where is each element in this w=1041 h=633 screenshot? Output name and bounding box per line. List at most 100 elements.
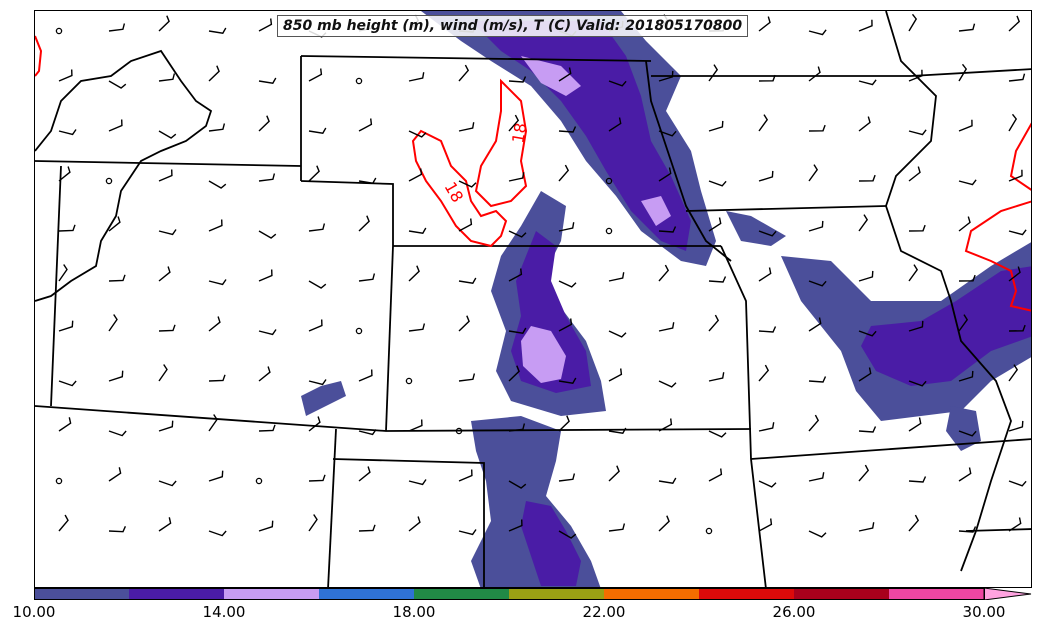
wind-barb xyxy=(908,129,927,136)
wind-barb xyxy=(658,322,675,332)
wind-barb xyxy=(808,376,827,383)
border-oklahoma-texas-panhandle xyxy=(327,428,337,587)
speed-region-band-east-ne xyxy=(726,211,786,246)
wind-barb xyxy=(458,469,473,482)
colorbar-tick-label: 14.00 xyxy=(202,603,246,621)
border-wyoming-nebraska xyxy=(300,180,394,246)
speed-region-core-east xyxy=(861,266,1031,386)
wind-barb xyxy=(508,365,520,382)
speed-region-core-south xyxy=(521,501,581,586)
wind-barb xyxy=(608,427,627,434)
wind-barb xyxy=(308,514,318,532)
wind-barb xyxy=(958,274,976,282)
wind-barb xyxy=(58,166,71,182)
wind-barb xyxy=(608,80,627,87)
wind-barb xyxy=(608,330,627,338)
wind-barb xyxy=(158,130,177,139)
wind-barb xyxy=(908,417,922,432)
wind-barb xyxy=(808,164,819,182)
colorbar-tick-label: 10.00 xyxy=(12,603,56,621)
wind-barb xyxy=(808,414,820,432)
wind-barb xyxy=(608,465,620,482)
border-montana-wyoming xyxy=(35,160,302,167)
wind-barb xyxy=(408,227,427,234)
contour-label-east: 18 xyxy=(508,121,530,144)
wind-barb xyxy=(108,216,121,232)
wind-barb xyxy=(108,119,123,132)
wind-barb xyxy=(1008,113,1018,132)
colorbar-segment xyxy=(699,588,794,600)
wind-barb xyxy=(1008,169,1023,182)
wind-barb xyxy=(258,173,276,182)
wind-barb xyxy=(208,180,227,189)
wind-barb xyxy=(158,517,172,532)
wind-barb xyxy=(258,269,273,282)
border-wyoming-colorado xyxy=(50,165,62,407)
wind-barb xyxy=(408,265,420,282)
calm-wind-marker xyxy=(55,27,63,35)
wind-barb xyxy=(508,76,527,83)
wind-barb xyxy=(958,119,973,132)
wind-barb xyxy=(258,77,277,84)
wind-barb xyxy=(558,415,570,432)
wind-barb xyxy=(1008,15,1021,32)
wind-barb xyxy=(258,424,276,432)
wind-barb xyxy=(358,369,373,382)
wind-barb xyxy=(658,226,677,233)
wind-barb xyxy=(608,272,625,282)
wind-barb xyxy=(558,164,570,182)
wind-barb xyxy=(358,177,377,184)
wind-barb xyxy=(858,214,869,232)
wind-barb xyxy=(758,364,770,382)
speed-region-core-north xyxy=(471,21,691,251)
wind-barb xyxy=(258,329,277,336)
wind-barb xyxy=(1008,266,1021,282)
wind-barb xyxy=(58,129,77,136)
wind-barb xyxy=(808,280,827,287)
wind-barb xyxy=(458,218,473,232)
wind-barb xyxy=(208,316,221,332)
colorbar-segment xyxy=(129,588,224,600)
wind-barb xyxy=(308,165,320,182)
wind-barb xyxy=(808,317,822,332)
wind-barb xyxy=(208,470,224,482)
wind-barb xyxy=(58,514,69,532)
wind-barb xyxy=(708,314,720,332)
wind-barb xyxy=(958,216,971,232)
calm-wind-marker xyxy=(355,327,363,335)
wind-barb xyxy=(258,230,277,239)
wind-barb xyxy=(558,377,577,384)
border-iowa-south xyxy=(685,205,887,212)
wind-barb xyxy=(508,327,527,334)
calm-wind-marker xyxy=(255,477,263,485)
wind-barb xyxy=(58,417,72,432)
wind-barb xyxy=(708,276,727,283)
wind-barb xyxy=(708,180,727,187)
border-colorado-kansas xyxy=(385,245,394,432)
wind-barb xyxy=(658,477,677,484)
colorbar-segment xyxy=(889,588,984,600)
border-colorado-new-mexico xyxy=(35,405,752,432)
colorbar-frame xyxy=(34,588,985,600)
wind-barb xyxy=(958,23,976,32)
calm-wind-marker xyxy=(605,227,613,235)
wind-barb xyxy=(858,79,877,86)
wind-barb-layer xyxy=(55,13,1027,539)
wind-barb xyxy=(508,114,520,132)
wind-barb xyxy=(1008,517,1022,532)
wind-barb xyxy=(858,464,870,482)
wind-barb xyxy=(858,116,871,132)
wind-barb xyxy=(1008,229,1027,236)
state-borders xyxy=(35,11,1031,587)
border-texas-panhandle-north xyxy=(332,458,485,587)
calm-wind-marker xyxy=(355,77,363,85)
colorbar-segment xyxy=(414,588,509,600)
wind-barb xyxy=(758,230,777,237)
wind-barb xyxy=(158,364,168,382)
wind-barb xyxy=(458,64,470,82)
colorbar-extension-arrow xyxy=(983,588,1032,600)
wind-barb xyxy=(1008,480,1027,487)
wind-barb xyxy=(58,380,77,387)
isotherm-west-edge xyxy=(35,35,43,77)
wind-barb xyxy=(108,430,127,437)
